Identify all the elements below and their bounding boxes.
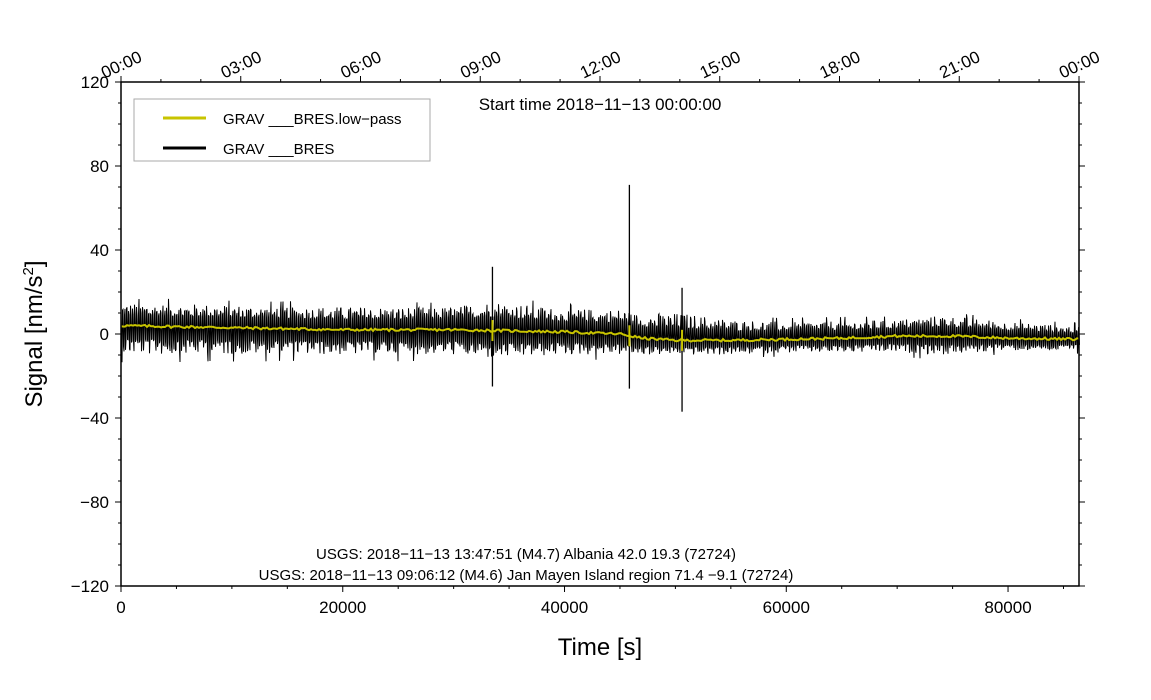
- y-tick-label: 0: [100, 325, 109, 344]
- top-tick-label: 18:00: [817, 47, 864, 82]
- y-axis-title-tail: ]: [21, 260, 48, 267]
- y-axis-title: Signal [nm/s2]: [20, 260, 48, 407]
- y-tick-label: −80: [80, 493, 109, 512]
- y-axis-title-main: Signal [nm/s: [21, 275, 48, 407]
- y-tick-label: 40: [90, 241, 109, 260]
- x-tick-label: 80000: [984, 598, 1031, 617]
- start-time-label: Start time 2018−11−13 00:00:00: [479, 95, 722, 114]
- top-tick-label: 12:00: [577, 47, 624, 82]
- top-tick-label: 21:00: [936, 47, 983, 82]
- y-axis-title-sup: 2: [20, 267, 37, 275]
- signal-layer: [120, 184, 1080, 412]
- top-tick-label: 09:00: [457, 47, 504, 82]
- legend-box: [133, 98, 431, 162]
- x-axis-title: Time [s]: [558, 634, 642, 661]
- raw-signal-trace: [120, 298, 1080, 363]
- top-tick-label: 00:00: [1056, 47, 1103, 82]
- top-tick-label: 03:00: [218, 47, 265, 82]
- lowpass-signal-trace: [120, 323, 1080, 343]
- top-tick-label: 00:00: [98, 47, 145, 82]
- y-tick-label: −120: [71, 577, 109, 596]
- annotation-albania: USGS: 2018−11−13 13:47:51 (M4.7) Albania…: [316, 546, 736, 563]
- y-tick-label: 80: [90, 157, 109, 176]
- x-tick-label: 20000: [319, 598, 366, 617]
- x-tick-label: 0: [116, 598, 125, 617]
- legend-label-raw: GRAV ___BRES: [223, 141, 334, 158]
- top-tick-label: 15:00: [697, 47, 744, 82]
- x-tick-label: 60000: [763, 598, 810, 617]
- top-tick-label: 06:00: [338, 47, 385, 82]
- legend-label-lowpass: GRAV ___BRES.low−pass: [223, 111, 402, 128]
- annotation-jan-mayen: USGS: 2018−11−13 09:06:12 (M4.6) Jan May…: [259, 567, 794, 584]
- x-tick-label: 40000: [541, 598, 588, 617]
- legend: GRAV ___BRES.low−pass GRAV ___BRES: [133, 98, 431, 162]
- y-tick-label: −40: [80, 409, 109, 428]
- y-tick-label: 120: [81, 73, 109, 92]
